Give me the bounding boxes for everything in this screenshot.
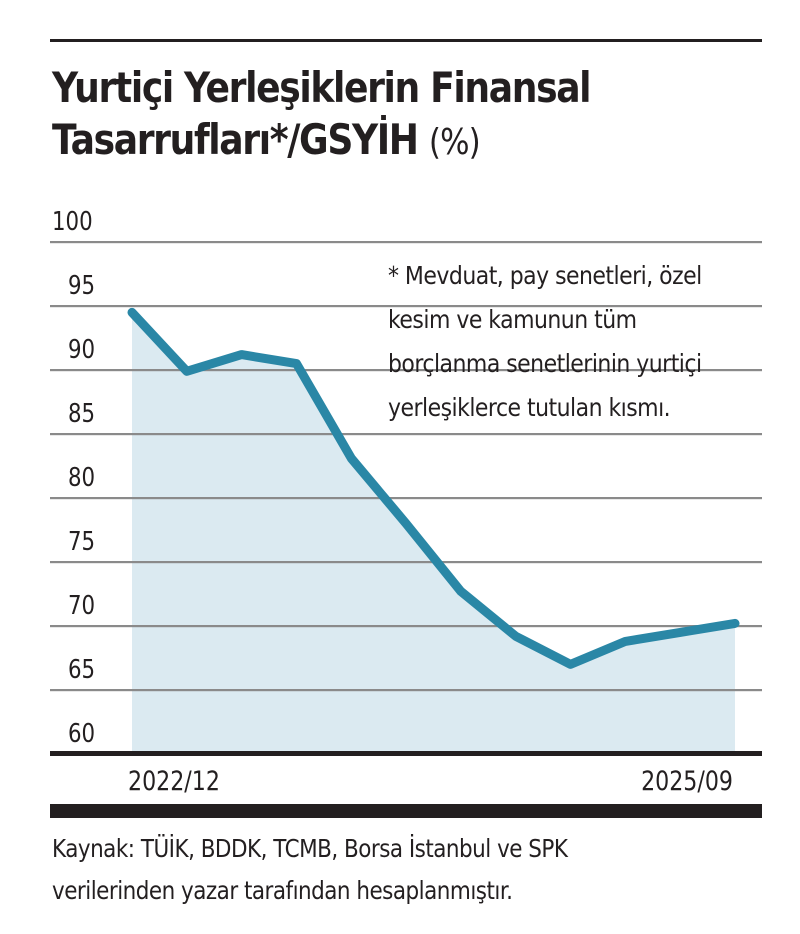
gridline: [50, 689, 762, 692]
y-tick-label: 60: [68, 718, 95, 749]
title-line-1: Yurtiçi Yerleşiklerin Finansal: [52, 63, 592, 112]
y-tick-label: 80: [68, 462, 95, 493]
y-tick-label: 95: [68, 270, 95, 301]
y-tick-label: 100: [52, 206, 93, 237]
y-tick-label: 90: [68, 334, 95, 365]
chart-title: Yurtiçi Yerleşiklerin Finansal Tasarrufl…: [52, 62, 688, 169]
y-tick-label: 75: [68, 526, 95, 557]
gridline: [50, 625, 762, 628]
title-line-2: Tasarrufları*/GSYİH (%): [52, 114, 688, 169]
gridline: [50, 241, 762, 244]
area-fill: [132, 312, 735, 754]
gridline: [50, 305, 762, 308]
gridlines: [50, 241, 762, 692]
title-line-2-text: Tasarrufları*/GSYİH: [52, 115, 419, 164]
footnote: * Mevduat, pay senetleri, özel kesim ve …: [388, 261, 702, 422]
bottom-rule: [50, 804, 762, 818]
gridline: [50, 433, 762, 436]
x-tick-start: 2022/12: [128, 765, 220, 797]
top-rule: [50, 39, 762, 42]
y-axis-ticks: 100 95 90 85 80 75 70 65 60: [52, 206, 95, 749]
gridline: [50, 561, 762, 564]
y-tick-label: 65: [68, 654, 95, 685]
source-note: Kaynak: TÜİK, BDDK, TCMB, Borsa İstanbul…: [52, 834, 568, 905]
x-axis-baseline: [50, 751, 762, 756]
title-unit: (%): [428, 122, 481, 163]
gridline: [50, 369, 762, 372]
y-tick-label: 85: [68, 398, 95, 429]
x-tick-end: 2025/09: [641, 765, 733, 797]
data-line: [127, 307, 740, 669]
gridline: [50, 497, 762, 500]
y-tick-label: 70: [68, 590, 95, 621]
